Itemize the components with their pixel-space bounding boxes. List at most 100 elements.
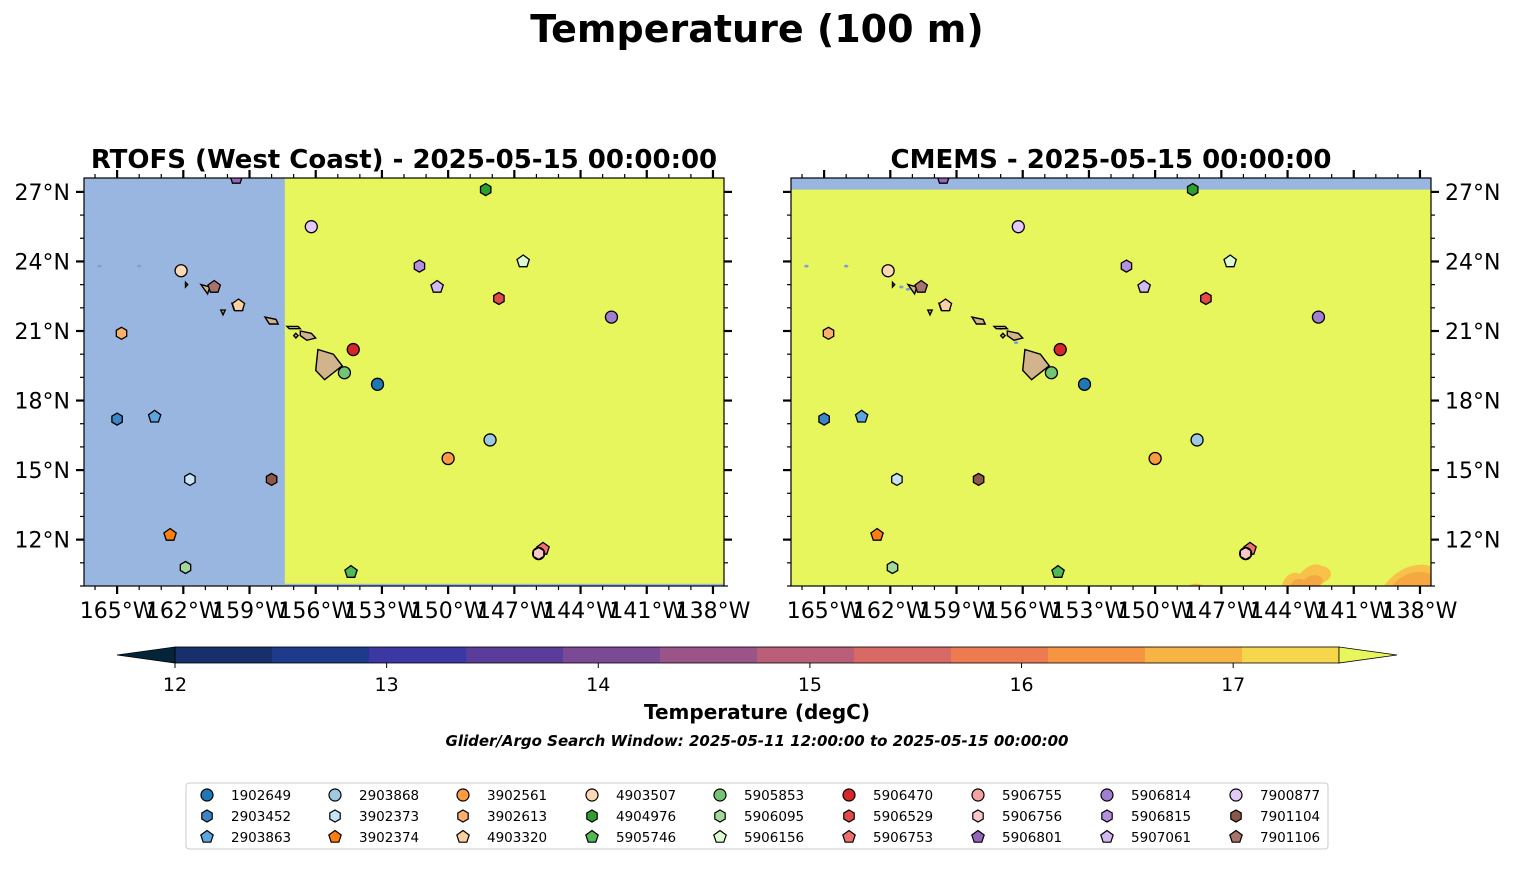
- island: [184, 280, 189, 289]
- x-tick-label: 159°W: [212, 599, 287, 624]
- legend-item-5906529: 5906529: [843, 809, 933, 825]
- colorbar-tick-label: 16: [1009, 674, 1033, 696]
- x-tick-label: 150°W: [1118, 599, 1193, 624]
- colorbar-tick-label: 14: [586, 674, 610, 696]
- legend-marker: [200, 829, 214, 843]
- colorbar-block: [563, 647, 661, 663]
- legend-label: 1902649: [231, 788, 291, 804]
- legend-label: 5906156: [744, 830, 804, 846]
- colorbar-tick-label: 15: [798, 674, 822, 696]
- island: [299, 330, 318, 342]
- legend-item-5906470: 5906470: [842, 788, 933, 804]
- float-marker-3902561: [1148, 451, 1162, 466]
- colorbar-block: [272, 647, 370, 663]
- legend-marker: [971, 788, 985, 802]
- float-marker-7901104: [265, 472, 278, 487]
- float-marker-7900877: [304, 220, 318, 234]
- legend-item-5906753: 5906753: [842, 829, 933, 846]
- data-speck: [905, 287, 911, 291]
- float-marker-5905853: [337, 366, 352, 380]
- cmems-ocean-field: [791, 178, 1431, 586]
- legend-marker: [457, 809, 469, 823]
- rtofs-map-title: RTOFS (West Coast) - 2025-05-15 00:00:00: [91, 145, 717, 175]
- float-marker-5906470: [346, 342, 360, 357]
- legend-label: 5906815: [1131, 809, 1191, 825]
- float-marker-5906814: [604, 310, 619, 324]
- colorbar-block: [1048, 647, 1146, 663]
- legend-item-5905746: 5905746: [585, 829, 676, 846]
- legend-label: 2903452: [231, 809, 291, 825]
- float-marker-5906156: [1223, 254, 1238, 268]
- legend-item-5906756: 5906756: [972, 809, 1062, 825]
- float-marker-5907061: [1137, 279, 1152, 293]
- legend-marker: [713, 829, 727, 843]
- colorbar-label: Temperature (degC): [644, 700, 870, 724]
- island: [285, 325, 302, 330]
- y-tick-label: 12°N: [1445, 529, 1500, 554]
- x-tick-label: 162°W: [853, 599, 928, 624]
- float-marker-2903863: [854, 409, 869, 423]
- legend-label: 5906470: [873, 788, 933, 804]
- legend-marker: [1229, 788, 1243, 802]
- legend-label: 5906801: [1002, 830, 1062, 846]
- legend-marker: [1229, 829, 1243, 843]
- float-marker-3902613: [822, 326, 835, 341]
- legend-marker: [971, 829, 985, 843]
- float-marker-3902374: [163, 527, 177, 541]
- legend-marker: [201, 809, 213, 823]
- float-marker-7900877: [1011, 220, 1025, 234]
- float-legend: 1902649 2903452 2903863 2903868 3902373 39023…: [185, 782, 1329, 850]
- island: [292, 332, 300, 340]
- legend-item-2903452: 2903452: [201, 809, 291, 825]
- island: [219, 309, 227, 317]
- float-marker-4903320: [938, 298, 953, 312]
- legend-marker: [972, 809, 984, 823]
- float-marker-7901106: [207, 279, 222, 293]
- cmems-map-axes: 165°W162°W159°W156°W153°W150°W147°W144°W…: [783, 170, 1500, 624]
- legend-item-2903868: 2903868: [328, 788, 419, 804]
- y-tick-label: 15°N: [15, 459, 70, 484]
- figure-title: Temperature (100 m): [530, 7, 983, 51]
- float-marker-4904976: [1186, 182, 1199, 197]
- legend-item-5906156: 5906156: [713, 829, 804, 846]
- data-speck: [843, 264, 849, 268]
- y-tick-label: 27°N: [1445, 181, 1500, 206]
- legend-label: 5905853: [744, 788, 804, 804]
- float-marker-5906095: [179, 560, 192, 575]
- legend-item-5906801: 5906801: [971, 829, 1062, 846]
- float-marker-5906529: [1200, 291, 1212, 306]
- rtofs-map-panel: RTOFS (West Coast) - 2025-05-15 00:00:00…: [15, 145, 751, 624]
- legend-marker: [713, 788, 727, 802]
- float-marker-5906815: [1120, 259, 1133, 273]
- float-marker-2903868: [483, 433, 497, 447]
- float-marker-2903452: [818, 412, 830, 426]
- legend-marker: [200, 788, 214, 802]
- float-marker-3902561: [441, 451, 455, 466]
- float-marker-5906814: [1311, 310, 1326, 324]
- island: [992, 325, 1009, 330]
- legend-marker: [1230, 809, 1242, 823]
- colorbar-block: [369, 647, 467, 663]
- legend-item-5906814: 5906814: [1100, 788, 1191, 804]
- legend-item-5905853: 5905853: [713, 788, 804, 804]
- x-tick-label: 150°W: [411, 599, 486, 624]
- colorbar-lower-extension: [116, 646, 176, 664]
- legend-item-7901106: 7901106: [1229, 829, 1320, 846]
- legend-label: 2903868: [359, 788, 419, 804]
- float-marker-4903507: [174, 264, 188, 278]
- legend-label: 5905746: [616, 830, 676, 846]
- legend-marker: [714, 809, 726, 823]
- x-tick-label: 153°W: [345, 599, 420, 624]
- y-tick-label: 18°N: [15, 390, 70, 415]
- cmems-map-panel: CMEMS - 2025-05-15 00:00:00 165°W162°W15…: [783, 145, 1500, 624]
- colorbar-block: [757, 647, 855, 663]
- legend-label: 3902613: [487, 809, 547, 825]
- rtofs-land: [97, 264, 344, 381]
- legend-item-4904976: 4904976: [586, 809, 676, 825]
- colorbar-block: [951, 647, 1049, 663]
- legend-label: 4904976: [616, 809, 676, 825]
- legend-label: 3902374: [359, 830, 419, 846]
- colorbar-block: [854, 647, 952, 663]
- x-tick-label: 147°W: [1184, 599, 1259, 624]
